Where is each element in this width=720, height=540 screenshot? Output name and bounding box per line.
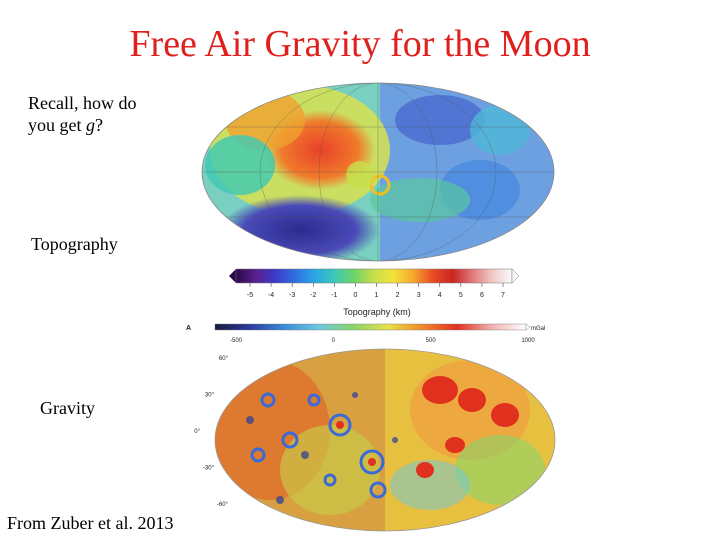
topography-tick-label: 4 bbox=[438, 292, 442, 299]
topography-tick-label: 3 bbox=[417, 292, 421, 299]
topography-colorbar-label: Topography (km) bbox=[343, 307, 411, 317]
gravity-map bbox=[215, 349, 555, 531]
panel-letter: A bbox=[186, 325, 191, 332]
g-variable: g bbox=[86, 115, 95, 135]
topography-tick-label: 0 bbox=[353, 292, 357, 299]
topography-tick-label: 6 bbox=[480, 292, 484, 299]
recall-note-line2-prefix: you get bbox=[28, 115, 86, 135]
topography-tick-label: -1 bbox=[331, 292, 337, 299]
latitude-label: -30° bbox=[203, 466, 215, 472]
topography-tick-label: 5 bbox=[459, 292, 463, 299]
slide-title: Free Air Gravity for the Moon bbox=[129, 23, 591, 65]
gravity-colorbar: A mGal -500 0 500 1000 bbox=[186, 323, 545, 344]
topography-label: Topography bbox=[31, 234, 118, 254]
topography-tick-label: -5 bbox=[247, 292, 253, 299]
gravity-tick-label: -500 bbox=[230, 338, 243, 344]
topography-map-outline bbox=[201, 82, 555, 262]
recall-note-line1: Recall, how do bbox=[28, 93, 137, 113]
gravity-tick-label: 1000 bbox=[521, 338, 535, 344]
gravity-colorbar-unit: mGal bbox=[531, 326, 545, 332]
topography-tick-label: -4 bbox=[268, 292, 274, 299]
topography-tick-label: 2 bbox=[396, 292, 400, 299]
topography-tick-label: -3 bbox=[289, 292, 295, 299]
citation: From Zuber et al. 2013 bbox=[7, 513, 174, 533]
topography-map bbox=[202, 83, 554, 261]
gravity-tick-label: 0 bbox=[332, 338, 336, 344]
topography-tick-label: -2 bbox=[310, 292, 316, 299]
topography-tick-label: 1 bbox=[375, 292, 379, 299]
latitude-label: 60° bbox=[219, 356, 229, 362]
latitude-label: -60° bbox=[217, 502, 229, 508]
recall-note-line2-suffix: ? bbox=[95, 115, 103, 135]
latitude-label: 30° bbox=[205, 393, 215, 399]
gravity-latitude-labels: 60° 30° 0° -30° -60° bbox=[194, 356, 228, 508]
latitude-label: 0° bbox=[194, 429, 200, 435]
gravity-tick-label: 500 bbox=[426, 338, 437, 344]
gravity-map-outline bbox=[214, 348, 556, 532]
gravity-label: Gravity bbox=[40, 398, 95, 418]
topography-colorbar: -5 -4 -3 -2 -1 0 1 2 3 4 5 6 7 Topography (km) bbox=[229, 268, 520, 317]
recall-note: Recall, how do you get g? bbox=[28, 92, 178, 136]
topography-tick-label: 7 bbox=[501, 292, 505, 299]
